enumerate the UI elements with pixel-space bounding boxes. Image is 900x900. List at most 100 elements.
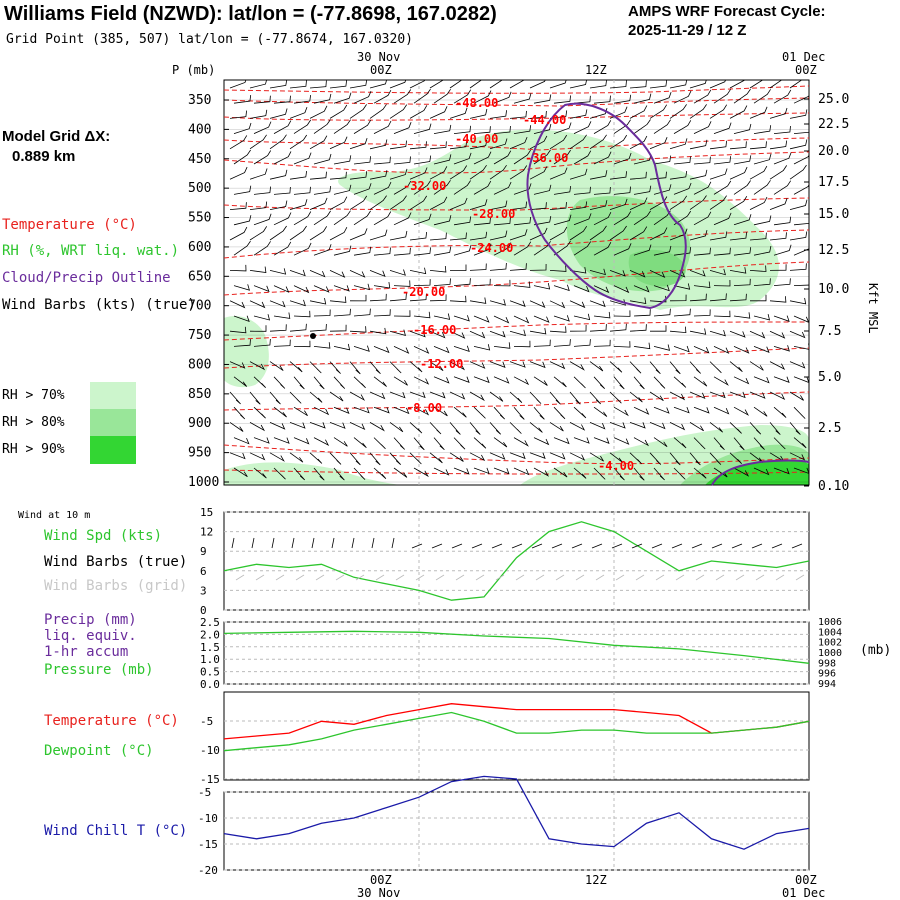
wind-barb-264	[709, 195, 727, 210]
wind-barb-384	[709, 268, 726, 276]
wind-barb-373	[489, 262, 507, 271]
wind-barb-280	[433, 215, 452, 226]
rh70-legend: RH > 70%	[2, 388, 65, 403]
wind-barb-34	[313, 93, 332, 104]
wind-barb-623	[689, 391, 706, 400]
wind-barb-290	[633, 210, 651, 226]
wind-barb-751	[253, 467, 267, 479]
lower-panels: 15 12 9 6 3 02.52.01.51.00.50.0 10061004100210…	[198, 506, 842, 877]
wind-barb-453	[293, 310, 311, 318]
wind-barb-685	[729, 422, 742, 434]
wind-barb-379	[609, 270, 626, 277]
wind-barb-402	[473, 278, 491, 286]
wind-barb-588	[593, 376, 605, 389]
wind-barb-210	[233, 185, 252, 195]
wind-barb-153	[293, 152, 312, 165]
wind-barb-767	[573, 467, 587, 479]
wind-barb-716	[753, 437, 765, 450]
surface-barb-grid-27	[775, 574, 785, 581]
isotherm-label-8: -16.00	[413, 323, 456, 337]
wind-barb-511	[253, 338, 271, 347]
wind-barb-352	[673, 247, 692, 256]
wind-barb-558	[589, 361, 604, 372]
surface-barb-grid-24	[715, 574, 725, 581]
wind-barb-49	[613, 94, 632, 104]
wind-barb-230	[633, 185, 652, 195]
wind-barb-197	[569, 168, 588, 180]
wind-barb-82	[669, 104, 687, 119]
wind-barb-71	[449, 107, 468, 119]
wind-barb-117	[773, 125, 791, 134]
wind-barb-335	[333, 245, 352, 256]
wind-barb-238	[793, 183, 809, 195]
cross-section-border	[223, 79, 810, 486]
wind-barb-450	[233, 315, 250, 323]
rh70-swatch	[90, 382, 136, 409]
wind-barb-302	[269, 225, 287, 241]
wind-barb-94	[313, 119, 331, 134]
bottom-date-label-1: 30 Nov	[357, 886, 401, 900]
wind-barb-456	[353, 308, 371, 317]
wind-barb-496	[549, 326, 567, 333]
wind-barb-444	[709, 293, 727, 302]
isotherm-label-4: -32.00	[403, 179, 446, 193]
wind-barb-173	[693, 156, 711, 165]
wind-barb-553	[489, 361, 506, 368]
wind-barb-730	[429, 452, 443, 464]
wind-barb-141	[649, 137, 668, 150]
wind-barb-78	[589, 107, 608, 119]
wind-barb-426	[349, 294, 367, 302]
wind-barb-773	[693, 467, 707, 479]
wind-barb-116	[753, 125, 772, 134]
cloud-outline-upper	[526, 102, 687, 310]
wind-barb-643	[493, 406, 505, 420]
wind-barb-429	[409, 293, 427, 302]
wind-barb-481	[249, 325, 267, 332]
wind-barb-526	[553, 339, 571, 347]
wind-barb-394	[313, 285, 330, 293]
pressure-tick-600: 600	[188, 240, 211, 255]
wind-barb-203	[689, 169, 708, 180]
wind-barb-99	[413, 123, 432, 134]
wind-barb-15	[529, 80, 546, 89]
model-grid-title: Model Grid ΔX:	[2, 128, 111, 145]
wind-barb-226	[553, 185, 572, 195]
isotherm-label-6: -24.00	[470, 241, 513, 255]
surface-barb-true-10	[431, 543, 443, 549]
wind-barb-377	[569, 267, 587, 274]
wind-barb-445	[729, 293, 747, 302]
rh80-legend: RH > 80%	[2, 415, 65, 430]
pressure-panel-ytick-1: 2.0	[200, 628, 220, 641]
wind-barb-348	[593, 242, 612, 256]
wind-barb-596	[753, 376, 770, 384]
wind-barb-534	[713, 346, 730, 354]
wind-barb-475	[733, 312, 751, 319]
wind-barb-115	[733, 123, 752, 134]
wind-barb-656	[753, 406, 768, 417]
wind-barbs-true-legend: Wind Barbs (true)	[44, 554, 188, 570]
wind-barb-364	[309, 270, 326, 278]
wind-barb-542	[269, 361, 284, 371]
wind-barb-318	[589, 225, 607, 241]
wind-barb-195	[529, 166, 548, 180]
wind-barb-659	[814, 407, 825, 419]
wind-barb-303	[289, 225, 307, 241]
wind-barb-729	[409, 452, 422, 465]
wind-barb-459	[413, 311, 431, 319]
wind-barb-314	[509, 229, 528, 241]
wind-barb-690	[233, 437, 250, 445]
wind-barb-378	[589, 268, 606, 276]
wind-barb-53	[693, 89, 712, 104]
wind-barb-493	[489, 330, 506, 338]
surface-barb-true-19	[611, 543, 623, 549]
wind-barb-293	[693, 211, 712, 226]
wind-barb-732	[469, 452, 486, 462]
wind-barb-739	[609, 452, 624, 463]
wind-barb-279	[413, 213, 432, 226]
wind-barb-733	[489, 452, 506, 460]
wind-barb-12	[469, 80, 483, 89]
surface-barb-grid-11	[455, 574, 465, 581]
wind-barb-234	[713, 180, 732, 195]
wind-barb-80	[629, 105, 648, 119]
wind-barb-219	[413, 180, 431, 195]
